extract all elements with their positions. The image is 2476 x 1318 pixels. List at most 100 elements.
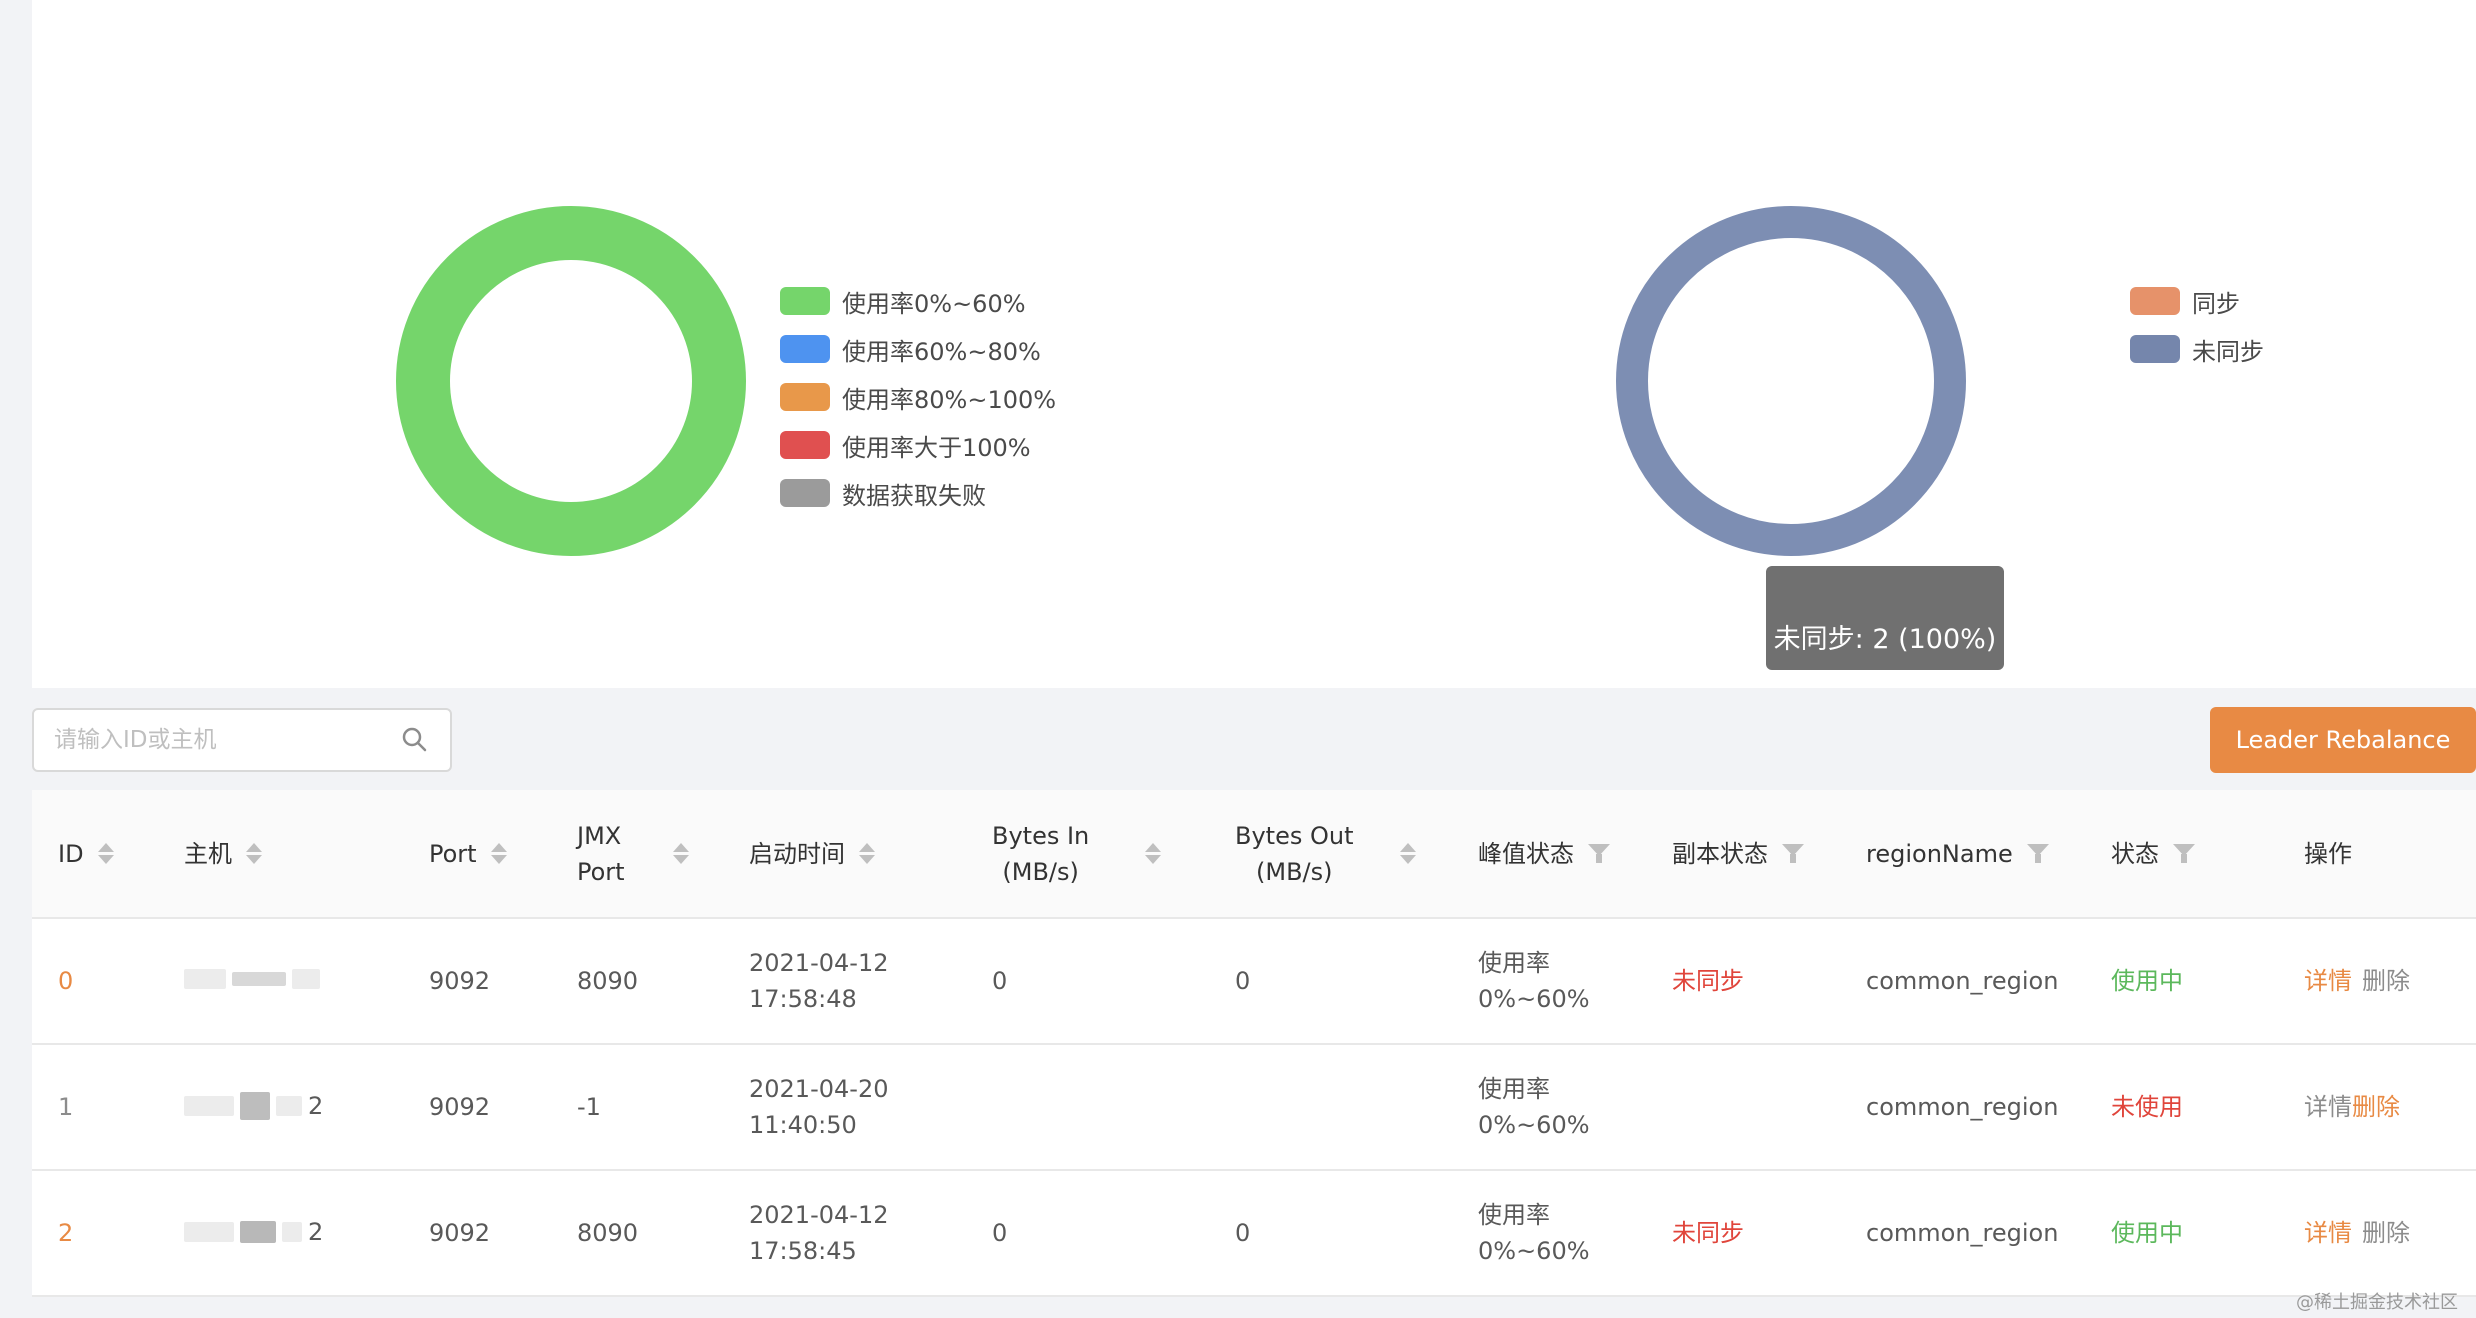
legend-item-usage-0-60[interactable]: 使用率0%~60%: [780, 277, 1056, 325]
col-label-line: (MB/s): [1256, 857, 1333, 886]
region-cell: common_region: [1866, 1093, 2059, 1121]
col-peak-status[interactable]: 峰值状态: [1452, 790, 1646, 918]
peak-label: 使用率: [1478, 1201, 1550, 1229]
broker-id-link[interactable]: 0: [58, 967, 74, 995]
jmx-port-cell: 8090: [577, 967, 639, 995]
col-label-line: (MB/s): [1002, 857, 1079, 886]
replica-status-donut: [1616, 206, 1966, 556]
bytes-out-cell: 0: [1235, 1219, 1251, 1247]
legend-item-usage-60-80[interactable]: 使用率60%~80%: [780, 325, 1056, 373]
legend-item-not-synced[interactable]: 未同步: [2130, 325, 2264, 373]
delete-link[interactable]: 删除: [2362, 967, 2410, 995]
detail-link[interactable]: 详情: [2304, 1093, 2352, 1121]
start-date: 2021-04-12: [749, 1201, 889, 1229]
sort-icon[interactable]: [1399, 843, 1416, 864]
status-cell: 未使用: [2111, 1093, 2183, 1121]
legend-label: 数据获取失败: [842, 481, 986, 510]
col-label-line: Port: [577, 857, 625, 886]
broker-id-link[interactable]: 2: [58, 1219, 74, 1247]
legend-swatch: [780, 479, 830, 507]
action-cell: 详情删除: [2278, 918, 2476, 1044]
start-clock: 17:58:45: [749, 1237, 857, 1265]
col-region-name[interactable]: regionName: [1840, 790, 2085, 918]
col-host[interactable]: 主机: [158, 790, 403, 918]
detail-link[interactable]: 详情: [2304, 1219, 2352, 1247]
masked-host: [184, 969, 320, 989]
col-id[interactable]: ID: [32, 790, 158, 918]
legend-swatch: [2130, 287, 2180, 315]
filter-icon[interactable]: [1782, 843, 1804, 864]
col-action: 操作: [2278, 790, 2476, 918]
sort-icon[interactable]: [246, 843, 262, 864]
sort-icon[interactable]: [490, 843, 507, 864]
legend-item-fetch-failed[interactable]: 数据获取失败: [780, 469, 1056, 517]
action-cell: 详情删除: [2278, 1044, 2476, 1170]
col-port[interactable]: Port: [403, 790, 551, 918]
peak-status-donut: [396, 206, 746, 556]
legend-label: 同步: [2192, 289, 2240, 318]
detail-link[interactable]: 详情: [2304, 967, 2352, 995]
col-label-line: Bytes In: [992, 821, 1090, 850]
sort-icon[interactable]: [97, 843, 114, 864]
masked-host: 2: [184, 1088, 323, 1124]
col-bytes-out[interactable]: Bytes Out (MB/s): [1209, 790, 1452, 918]
col-jmx-port[interactable]: JMX Port: [551, 790, 723, 918]
charts-panel: 使用率0%~60% 使用率60%~80% 使用率80%~100% 使用率大于10…: [32, 0, 2476, 688]
legend-swatch: [2130, 335, 2180, 363]
bytes-in-cell: 0: [992, 967, 1008, 995]
col-label: 主机: [184, 839, 232, 868]
peak-range: 0%~60%: [1478, 1237, 1590, 1265]
search-input[interactable]: [54, 727, 400, 753]
replica-status-ring: [1616, 206, 1966, 556]
delete-link[interactable]: 删除: [2362, 1219, 2410, 1247]
search-icon[interactable]: [400, 725, 430, 755]
start-clock: 11:40:50: [749, 1111, 857, 1139]
legend-item-synced[interactable]: 同步: [2130, 277, 2264, 325]
col-label: 操作: [2304, 839, 2352, 868]
legend-item-usage-over-100[interactable]: 使用率大于100%: [780, 421, 1056, 469]
col-label: 启动时间: [749, 839, 845, 868]
peak-status-cell: 使用率 0%~60%: [1452, 1170, 1646, 1296]
col-status[interactable]: 状态: [2085, 790, 2278, 918]
broker-id-link[interactable]: 1: [58, 1093, 74, 1121]
sort-icon[interactable]: [859, 843, 875, 864]
start-date: 2021-04-20: [749, 1075, 889, 1103]
sort-icon[interactable]: [1145, 843, 1162, 864]
col-label: regionName: [1866, 839, 2013, 868]
col-label: Port: [429, 839, 477, 868]
region-cell: common_region: [1866, 1219, 2059, 1247]
filter-icon[interactable]: [1588, 843, 1610, 864]
action-cell: 详情删除: [2278, 1170, 2476, 1296]
legend-swatch: [780, 431, 830, 459]
replica-status-cell: [1646, 1044, 1840, 1170]
start-date: 2021-04-12: [749, 949, 889, 977]
legend-label: 使用率大于100%: [842, 433, 1031, 462]
host-cell: [158, 918, 403, 1044]
sort-icon[interactable]: [672, 843, 689, 864]
col-label-line: Bytes Out: [1235, 821, 1354, 850]
legend-label: 使用率80%~100%: [842, 385, 1057, 414]
left-gutter: [0, 0, 32, 1318]
delete-link[interactable]: 删除: [2352, 1093, 2400, 1121]
peak-status-legend: 使用率0%~60% 使用率60%~80% 使用率80%~100% 使用率大于10…: [780, 277, 1056, 517]
port-cell: 9092: [429, 1093, 491, 1121]
leader-rebalance-button[interactable]: Leader Rebalance: [2210, 707, 2476, 773]
host-suffix: 2: [308, 1218, 324, 1246]
filter-icon[interactable]: [2173, 843, 2195, 864]
col-label: 副本状态: [1672, 839, 1768, 868]
peak-status-ring: [396, 206, 746, 556]
masked-host: 2: [184, 1214, 323, 1250]
col-start-time[interactable]: 启动时间: [723, 790, 966, 918]
col-label: 状态: [2111, 839, 2159, 868]
peak-status-cell: 使用率 0%~60%: [1452, 1044, 1646, 1170]
replica-status-cell: 未同步: [1672, 967, 1744, 995]
legend-item-usage-80-100[interactable]: 使用率80%~100%: [780, 373, 1056, 421]
col-replica-status[interactable]: 副本状态: [1646, 790, 1840, 918]
status-cell: 使用中: [2111, 1219, 2183, 1247]
col-bytes-in[interactable]: Bytes In (MB/s): [966, 790, 1209, 918]
start-time-cell: 2021-04-12 17:58:45: [723, 1170, 966, 1296]
filter-icon[interactable]: [2026, 843, 2049, 864]
search-box[interactable]: [32, 708, 452, 772]
watermark: @稀土掘金技术社区: [2296, 1292, 2458, 1313]
table-row: 2 2 9092 8090 2021-04-12 17:58:45 0 0 使用率…: [32, 1170, 2476, 1296]
